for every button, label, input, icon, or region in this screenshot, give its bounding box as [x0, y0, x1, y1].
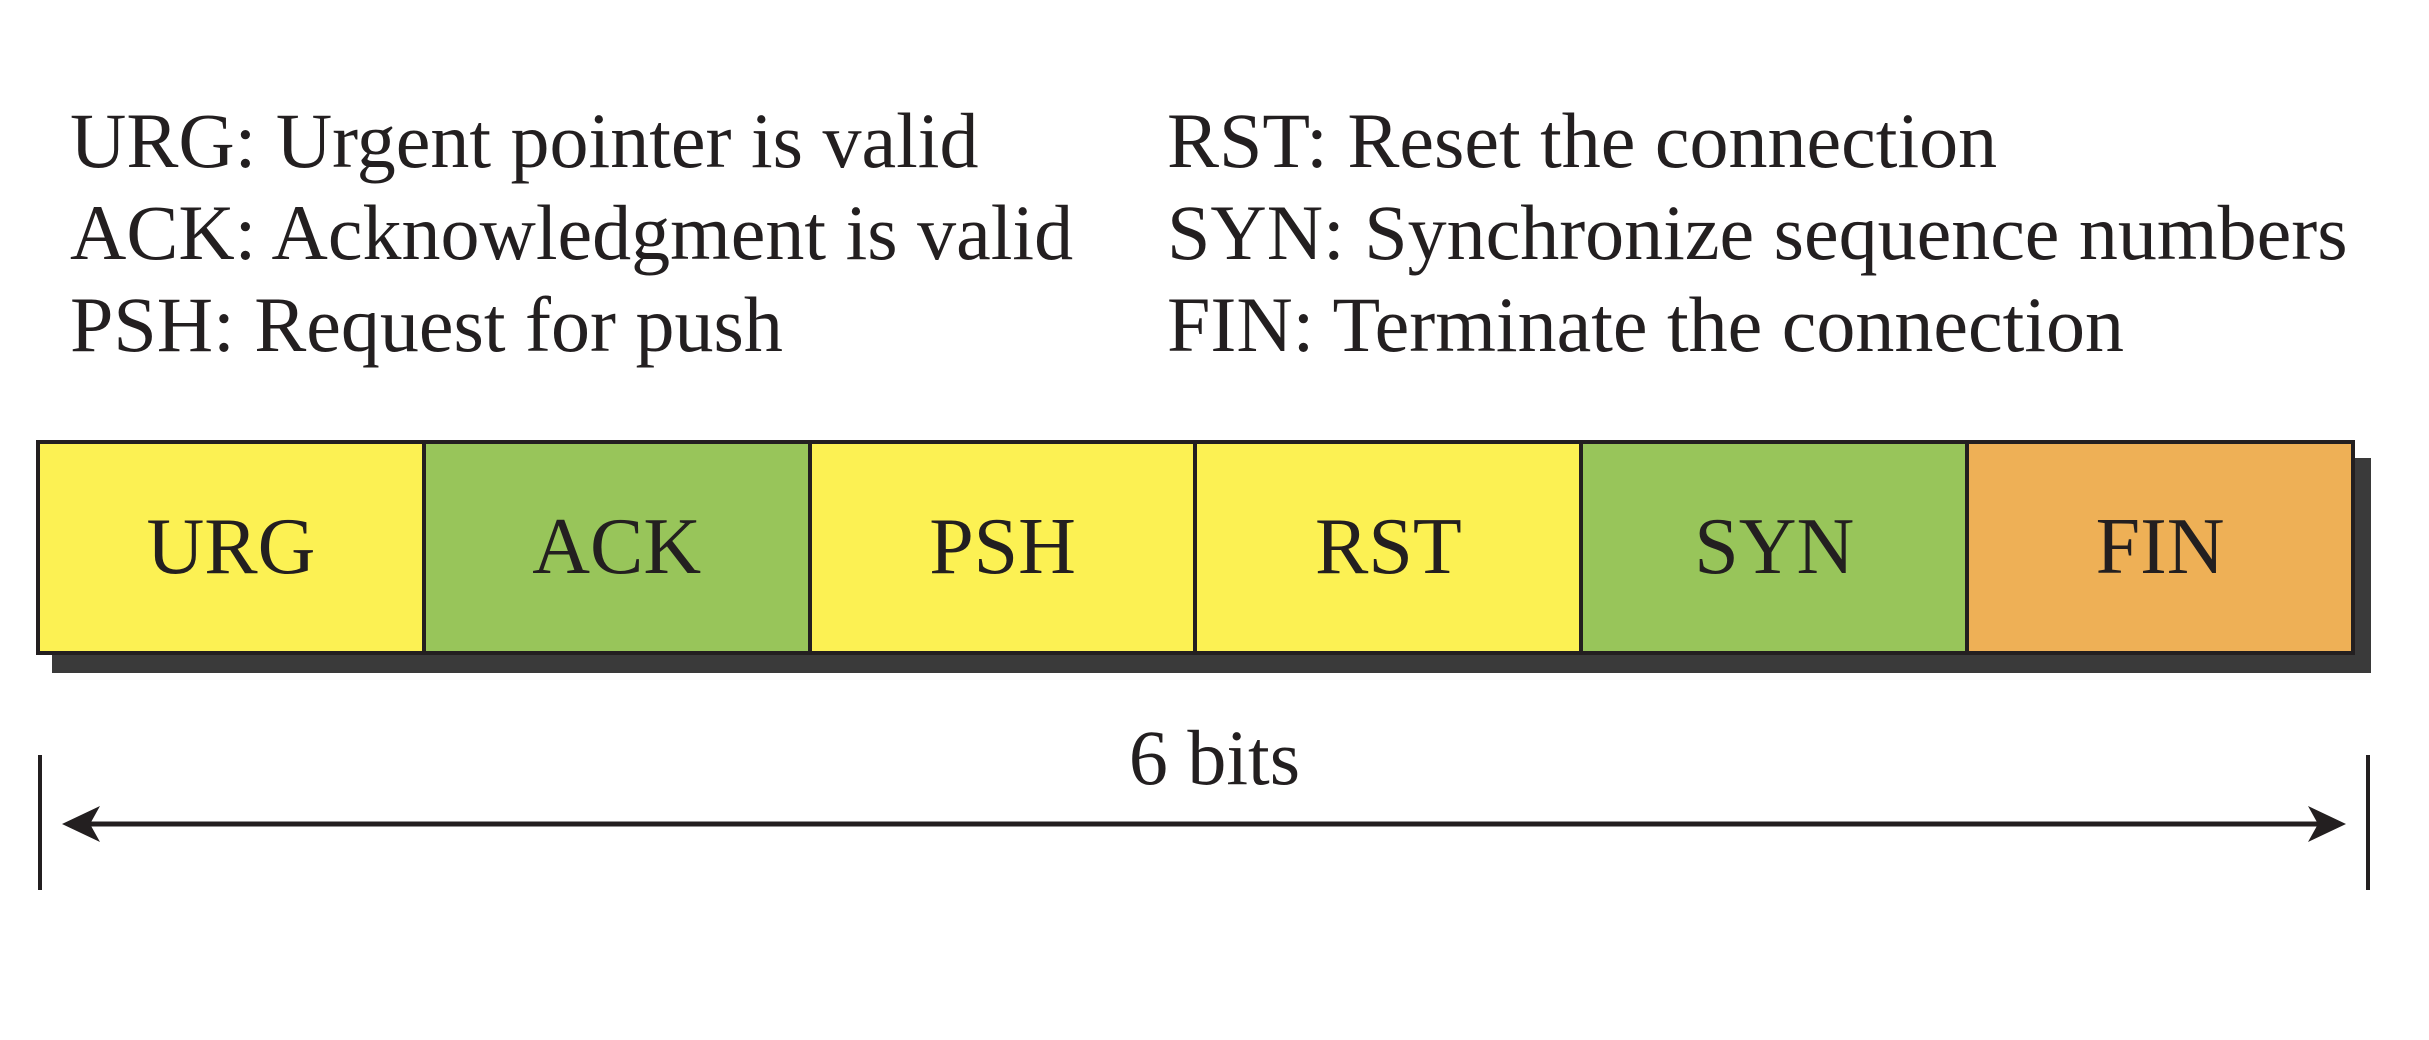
dimension-arrow [38, 755, 2370, 890]
field-size-label: 6 bits [1128, 714, 1301, 801]
flag-cell-rst: RST [1193, 444, 1580, 651]
left-arrowhead-icon [62, 806, 100, 842]
legend-rst: RST: Reset the connection [1167, 97, 1998, 184]
legend-ack: ACK: Acknowledgment is valid [70, 189, 1074, 276]
legend-fin: FIN: Terminate the connection [1167, 281, 2124, 368]
legend-urg: URG: Urgent pointer is valid [70, 97, 979, 184]
flag-cell-urg: URG [40, 444, 422, 651]
flag-cell-syn: SYN [1579, 444, 1966, 651]
flag-field: URG ACK PSH RST SYN FIN [36, 440, 2355, 655]
flag-cell-ack: ACK [421, 444, 808, 651]
legend-syn: SYN: Synchronize sequence numbers [1167, 189, 2348, 276]
legend-psh: PSH: Request for push [70, 281, 783, 368]
flag-cell-fin: FIN [1965, 444, 2351, 651]
right-arrowhead-icon [2308, 806, 2346, 842]
flag-cell-psh: PSH [807, 444, 1194, 651]
